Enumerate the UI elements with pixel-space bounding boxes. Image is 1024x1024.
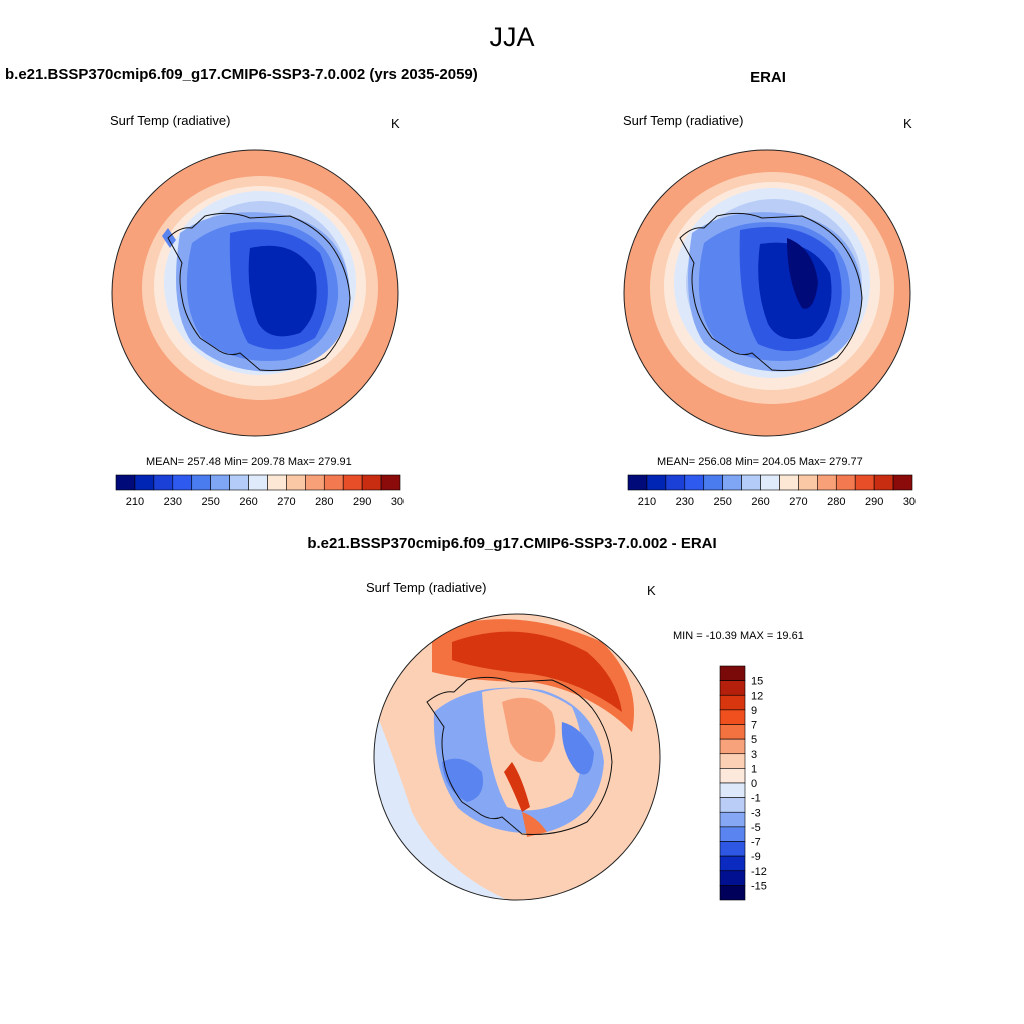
colorbar-swatch (873, 474, 894, 491)
colorbar-swatch (719, 680, 746, 696)
diff-units-label: K (647, 583, 656, 598)
colorbar-swatch (191, 474, 211, 491)
colorbar-swatch (719, 811, 746, 828)
colorbar-swatch (665, 474, 686, 491)
colorbar-swatch (719, 709, 746, 725)
colorbar-swatch (172, 474, 193, 491)
colorbar-swatch (719, 841, 746, 857)
colorbar-swatch (323, 474, 344, 491)
model-variable-label: Surf Temp (radiative) (110, 113, 231, 128)
colorbar-swatch (719, 870, 746, 886)
colorbar-swatch (719, 665, 746, 681)
colorbar-swatch (305, 474, 325, 491)
colorbar-swatch (210, 474, 230, 491)
colorbar-swatch (719, 768, 746, 784)
colorbar-swatch (798, 474, 818, 491)
colorbar-tick-label: 230 (676, 496, 694, 508)
colorbar-tick-label: 250 (201, 496, 219, 508)
colorbar-tick-label: -9 (751, 851, 761, 863)
colorbar-swatch (286, 474, 306, 491)
obs-variable-label: Surf Temp (radiative) (623, 113, 744, 128)
colorbar-swatch (719, 753, 746, 769)
colorbar-swatch (267, 474, 287, 491)
colorbar-swatch (719, 694, 746, 711)
model-polar-map (111, 149, 399, 437)
diff-polar-map (373, 613, 661, 901)
colorbar-swatch (646, 474, 667, 491)
colorbar-tick-label: 270 (277, 496, 295, 508)
colorbar-tick-label: -15 (751, 880, 767, 892)
colorbar-swatch (153, 474, 174, 491)
diff-stats: MIN = -10.39 MAX = 19.61 (673, 630, 804, 642)
colorbar-tick-label: -12 (751, 866, 767, 878)
colorbar-tick-label: 290 (353, 496, 371, 508)
colorbar-tick-label: -3 (751, 807, 761, 819)
colorbar-swatch (115, 474, 136, 491)
diff-variable-label: Surf Temp (radiative) (366, 580, 487, 595)
colorbar-tick-label: 300 (903, 496, 916, 508)
colorbar-tick-label: 270 (789, 496, 807, 508)
model-colorbar: 210 230 250 260 270 280 290 300 (115, 474, 404, 508)
colorbar-swatch (380, 474, 401, 491)
obs-polar-map (623, 149, 911, 437)
diff-panel-title: b.e21.BSSP370cmip6.f09_g17.CMIP6-SSP3-7.… (307, 535, 717, 552)
colorbar-tick-label: 3 (751, 749, 757, 761)
model-panel-title: b.e21.BSSP370cmip6.f09_g17.CMIP6-SSP3-7.… (5, 66, 478, 83)
colorbar-swatch (719, 855, 746, 872)
colorbar-swatch (719, 797, 746, 813)
colorbar-tick-label: 12 (751, 690, 763, 702)
colorbar-tick-label: 9 (751, 705, 757, 717)
colorbar-swatch (835, 474, 856, 491)
colorbar-swatch (229, 474, 249, 491)
colorbar-tick-label: -7 (751, 837, 761, 849)
obs-stats: MEAN= 256.08 Min= 204.05 Max= 279.77 (657, 456, 863, 468)
colorbar-swatch (719, 826, 746, 842)
colorbar-tick-label: 260 (751, 496, 769, 508)
figure-title: JJA (489, 22, 535, 52)
colorbar-swatch (627, 474, 648, 491)
colorbar-tick-label: 0 (751, 778, 757, 790)
obs-colorbar: 210 230 250 260 270 280 290 300 (627, 474, 916, 508)
obs-panel-title: ERAI (750, 69, 786, 86)
colorbar-swatch (760, 474, 780, 491)
colorbar-swatch (719, 782, 746, 798)
colorbar-swatch (817, 474, 837, 491)
colorbar-tick-label: 210 (126, 496, 144, 508)
colorbar-tick-label: 280 (315, 496, 333, 508)
colorbar-swatch (134, 474, 155, 491)
colorbar-swatch (892, 474, 913, 491)
colorbar-tick-label: -1 (751, 793, 761, 805)
colorbar-swatch (722, 474, 742, 491)
colorbar-tick-label: 7 (751, 720, 757, 732)
colorbar-swatch (248, 474, 268, 491)
colorbar-tick-label: 5 (751, 734, 757, 746)
colorbar-tick-label: 260 (239, 496, 257, 508)
colorbar-swatch (684, 474, 705, 491)
colorbar-tick-label: 15 (751, 676, 763, 688)
colorbar-swatch (779, 474, 799, 491)
colorbar-swatch (719, 724, 746, 740)
colorbar-swatch (719, 885, 746, 901)
colorbar-swatch (342, 474, 363, 491)
obs-units-label: K (903, 116, 912, 131)
colorbar-tick-label: 1 (751, 763, 757, 775)
colorbar-tick-label: 280 (827, 496, 845, 508)
colorbar-swatch (741, 474, 761, 491)
colorbar-swatch (361, 474, 382, 491)
colorbar-swatch (854, 474, 875, 491)
colorbar-tick-label: 290 (865, 496, 883, 508)
model-stats: MEAN= 257.48 Min= 209.78 Max= 279.91 (146, 456, 352, 468)
colorbar-tick-label: -5 (751, 822, 761, 834)
model-units-label: K (391, 116, 400, 131)
colorbar-tick-label: 230 (164, 496, 182, 508)
diff-colorbar: 15 12 9 7 5 3 1 0 -1 -3 -5 -7 -9 -12 -15 (719, 665, 767, 901)
colorbar-tick-label: 210 (638, 496, 656, 508)
colorbar-tick-label: 300 (391, 496, 404, 508)
colorbar-swatch (703, 474, 723, 491)
colorbar-swatch (719, 738, 746, 755)
colorbar-tick-label: 250 (713, 496, 731, 508)
